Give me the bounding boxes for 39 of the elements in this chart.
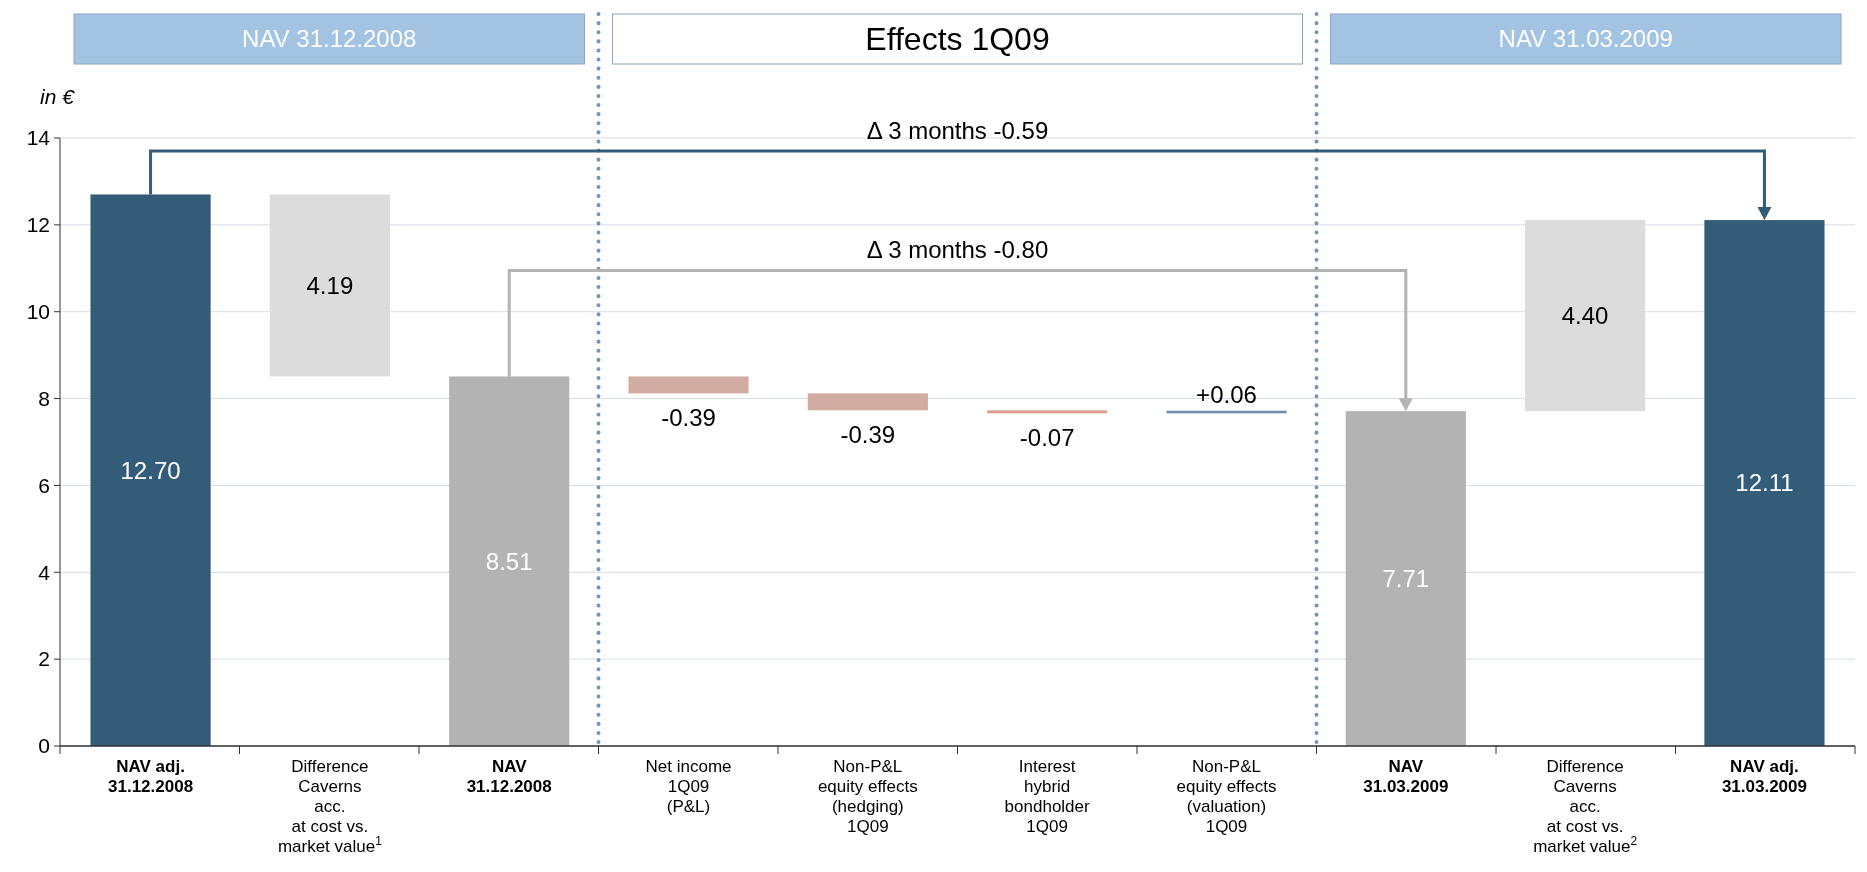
text: NAV 31.12.2008 [242,25,417,53]
y-axis-title: in € [40,85,76,108]
x-tick-label: NAV 31.12.2008 [466,757,552,796]
y-tick-label: 14 [26,126,51,150]
chart-title: Effects 1Q09 [865,21,1050,58]
text: NAV 31.03.2009 [1498,25,1673,53]
y-tick-label: 10 [26,300,50,324]
annotation: Δ 3 months -0.80 [866,236,1049,264]
annotation: Δ 3 months -0.59 [866,117,1049,145]
bar [449,376,570,746]
y-tick-label: 0 [38,734,50,758]
y-tick-label: 4 [38,560,51,584]
bar [90,194,211,746]
x-tick-label: Difference Caverns acc. at cost vs. market value$^{2}$ [1533,757,1638,856]
x-tick-label: NAV 31.03.2009 [1363,757,1449,796]
data-label: -0.39 [661,403,716,431]
y-tick-label: 8 [38,386,50,410]
x-tick-label: Difference Caverns acc. at cost vs. market value$^{1}$ [277,757,383,856]
data-label: -0.39 [840,420,896,448]
x-tick-label: Non-P&L equity effects (hedging) 1Q09 [817,757,918,836]
x-tick-label: Interest hybrid bondholder 1Q09 [1004,757,1091,836]
y-tick-label: 2 [38,647,50,671]
y-tick-label: 12 [26,213,50,237]
x-tick-label: NAV adj. 31.03.2009 [1721,757,1807,796]
x-tick-label: Non-P&L equity effects (valuation) 1Q09 [1176,757,1277,836]
data-label: 4.40 [1561,302,1609,330]
y-tick-label: 6 [38,473,50,497]
bar [987,410,1108,414]
bar [628,376,749,394]
x-tick-label: Net income 1Q09 (P&L) [645,757,732,816]
data-label: 12.70 [120,456,181,484]
data-label: 12.11 [1735,469,1794,497]
data-label: -0.07 [1019,423,1075,451]
data-label: 7.71 [1382,564,1430,592]
bar [807,393,928,411]
data-label: 8.51 [485,547,533,575]
data-label: +0.06 [1196,381,1257,409]
data-label: 4.19 [306,271,354,299]
x-tick-label: NAV adj. 31.12.2008 [108,757,194,796]
